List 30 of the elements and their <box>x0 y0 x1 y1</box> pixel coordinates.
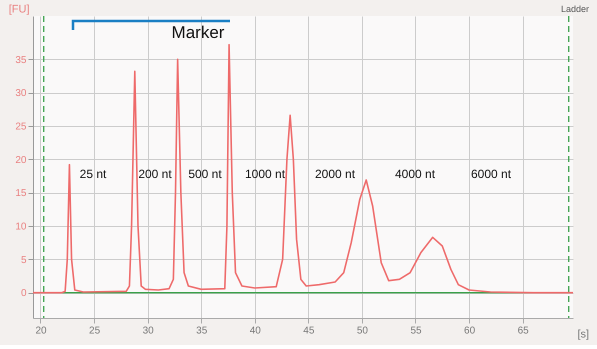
y-tick-label: 10 <box>15 222 27 232</box>
x-tick-label: 30 <box>142 326 154 336</box>
line-series <box>33 44 573 294</box>
x-tick-label: 35 <box>196 326 208 336</box>
annotation: 1000 nt <box>244 167 286 181</box>
x-tick-label: 55 <box>410 326 422 336</box>
annotation: Marker <box>172 23 225 42</box>
x-tick-label: 25 <box>89 326 101 336</box>
y-tick-label: 0 <box>20 288 27 300</box>
y-tick-label: 15 <box>15 188 27 200</box>
annotation: 6000 nt <box>470 167 512 181</box>
annotation: 4000 nt <box>394 167 436 181</box>
annotation: 2000 nt <box>314 167 356 181</box>
y-tick-label: 35 <box>15 54 27 66</box>
x-tick-label: 40 <box>250 326 262 336</box>
y-axis-title: [FU] <box>8 4 30 16</box>
x-tick-label: 60 <box>464 326 476 336</box>
y-tick-label: 20 <box>15 154 27 166</box>
y-tick-label: 25 <box>15 122 27 132</box>
annotation: 200 nt <box>138 167 172 181</box>
text: Ladder <box>560 4 589 14</box>
x-axis-title: [s] <box>578 328 590 340</box>
y-tick-label: 5 <box>20 254 27 266</box>
x-tick-label: 65 <box>518 326 530 336</box>
annotation: 25 nt <box>80 167 108 181</box>
x-tick-label: 20 <box>35 326 47 336</box>
x-tick-label: 45 <box>303 326 315 336</box>
x-tick-label: 50 <box>356 326 368 336</box>
annotation: 500 nt <box>188 167 222 181</box>
y-tick-label: 30 <box>15 88 27 100</box>
